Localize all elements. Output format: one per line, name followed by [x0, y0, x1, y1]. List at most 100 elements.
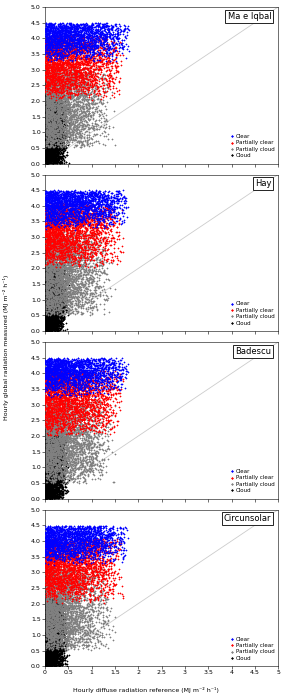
Point	[115, 371, 119, 382]
Point	[68, 197, 72, 208]
Point	[54, 641, 58, 652]
Point	[49, 391, 53, 402]
Point	[49, 451, 54, 462]
Point	[46, 97, 51, 108]
Point	[46, 265, 51, 276]
Point	[45, 101, 49, 112]
Point	[62, 391, 67, 403]
Point	[46, 622, 51, 633]
Point	[46, 238, 51, 249]
Point	[54, 62, 58, 74]
Point	[73, 377, 78, 388]
Point	[100, 60, 104, 71]
Point	[58, 398, 62, 409]
Point	[56, 470, 60, 481]
Point	[47, 616, 51, 627]
Point	[76, 59, 80, 70]
Point	[61, 17, 65, 28]
Point	[60, 538, 64, 549]
Point	[47, 217, 51, 228]
Point	[58, 615, 62, 626]
Point	[65, 72, 69, 83]
Point	[62, 472, 66, 483]
Point	[47, 454, 52, 465]
Point	[74, 81, 78, 92]
Point	[85, 609, 90, 620]
Point	[69, 607, 74, 618]
Point	[44, 145, 48, 156]
Point	[45, 26, 49, 37]
Point	[53, 66, 58, 77]
Point	[76, 282, 80, 293]
Point	[56, 596, 60, 607]
Point	[48, 67, 53, 78]
Point	[54, 365, 59, 376]
Point	[46, 624, 50, 635]
Point	[92, 214, 96, 225]
Point	[55, 573, 59, 584]
Point	[53, 486, 57, 497]
Point	[58, 413, 62, 424]
Point	[44, 629, 49, 640]
Point	[92, 606, 96, 617]
Point	[44, 260, 49, 271]
Point	[73, 380, 78, 391]
Point	[43, 291, 48, 303]
Point	[55, 134, 60, 145]
Point	[44, 636, 48, 647]
Point	[51, 616, 55, 627]
Point	[60, 35, 64, 46]
Point	[44, 634, 48, 645]
Point	[46, 436, 50, 447]
Point	[49, 96, 54, 108]
Point	[55, 357, 60, 368]
Point	[75, 551, 80, 562]
Point	[47, 609, 51, 620]
Point	[46, 131, 50, 142]
Point	[44, 651, 49, 662]
Point	[62, 58, 66, 69]
Point	[47, 486, 52, 497]
Point	[51, 615, 56, 626]
Point	[43, 266, 47, 278]
Point	[47, 130, 52, 141]
Point	[62, 370, 66, 381]
Point	[95, 577, 100, 588]
Point	[50, 468, 55, 480]
Point	[54, 321, 58, 332]
Point	[67, 54, 71, 65]
Point	[53, 618, 58, 629]
Point	[44, 306, 49, 317]
Point	[45, 623, 49, 634]
Point	[90, 45, 95, 56]
Point	[56, 443, 61, 454]
Point	[55, 393, 60, 405]
Point	[84, 27, 89, 38]
Point	[52, 384, 56, 395]
Point	[44, 654, 49, 666]
Point	[69, 208, 73, 219]
Point	[86, 237, 90, 248]
Point	[70, 56, 74, 67]
Point	[48, 278, 53, 289]
Point	[82, 22, 87, 33]
Point	[64, 572, 68, 583]
Point	[91, 225, 96, 236]
Point	[114, 82, 118, 93]
Point	[114, 544, 118, 555]
Point	[44, 459, 48, 470]
Point	[76, 409, 80, 420]
Point	[63, 533, 67, 544]
Point	[59, 543, 64, 554]
Point	[47, 228, 52, 239]
Point	[50, 299, 54, 310]
Point	[73, 44, 78, 55]
Point	[53, 307, 58, 318]
Point	[83, 42, 87, 53]
Point	[51, 247, 55, 258]
Point	[44, 448, 48, 459]
Point	[44, 406, 48, 417]
Point	[52, 262, 56, 273]
Point	[44, 126, 49, 137]
Point	[114, 541, 119, 552]
